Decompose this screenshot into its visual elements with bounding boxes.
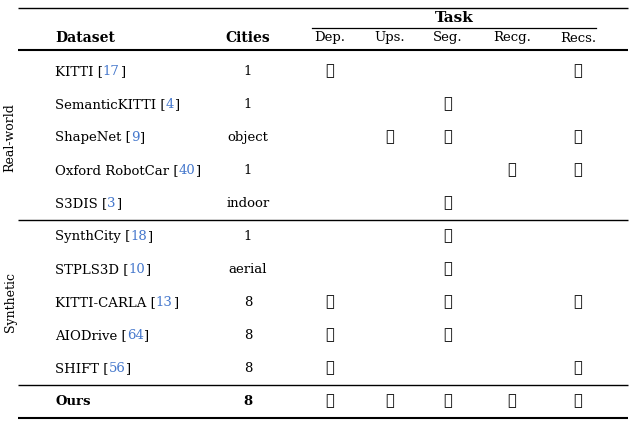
Text: S3DIS [: S3DIS [ xyxy=(55,197,107,210)
Text: 18: 18 xyxy=(131,230,147,243)
Text: ]: ] xyxy=(143,329,148,342)
Text: Ours: Ours xyxy=(55,395,90,408)
Text: 56: 56 xyxy=(108,362,125,375)
Text: ✓: ✓ xyxy=(444,296,452,309)
Text: ✓: ✓ xyxy=(573,395,582,408)
Text: 8: 8 xyxy=(244,362,252,375)
Text: ]: ] xyxy=(140,131,145,144)
Text: ]: ] xyxy=(147,230,152,243)
Text: Real-world: Real-world xyxy=(3,103,17,172)
Text: ]: ] xyxy=(120,65,125,78)
Text: SHIFT [: SHIFT [ xyxy=(55,362,108,375)
Text: Oxford RobotCar [: Oxford RobotCar [ xyxy=(55,164,179,177)
Text: Cities: Cities xyxy=(226,31,270,45)
Text: Seg.: Seg. xyxy=(433,31,463,45)
Text: ✓: ✓ xyxy=(573,163,582,178)
Text: ]: ] xyxy=(195,164,200,177)
Text: ✓: ✓ xyxy=(508,163,516,178)
Text: 8: 8 xyxy=(244,296,252,309)
Text: ✓: ✓ xyxy=(508,395,516,408)
Text: 1: 1 xyxy=(244,98,252,111)
Text: ✓: ✓ xyxy=(326,329,334,342)
Text: indoor: indoor xyxy=(227,197,269,210)
Text: ✓: ✓ xyxy=(444,263,452,277)
Text: SemanticKITTI [: SemanticKITTI [ xyxy=(55,98,166,111)
Text: ]: ] xyxy=(145,263,150,276)
Text: 1: 1 xyxy=(244,164,252,177)
Text: Synthetic: Synthetic xyxy=(3,272,17,332)
Text: ✓: ✓ xyxy=(386,395,394,408)
Text: 3: 3 xyxy=(107,197,116,210)
Text: ✓: ✓ xyxy=(573,130,582,145)
Text: ✓: ✓ xyxy=(326,64,334,79)
Text: 10: 10 xyxy=(129,263,145,276)
Text: SynthCity [: SynthCity [ xyxy=(55,230,131,243)
Text: ShapeNet [: ShapeNet [ xyxy=(55,131,131,144)
Text: KITTI [: KITTI [ xyxy=(55,65,103,78)
Text: ✓: ✓ xyxy=(386,130,394,145)
Text: ]: ] xyxy=(116,197,121,210)
Text: ✓: ✓ xyxy=(444,196,452,211)
Text: ✓: ✓ xyxy=(444,97,452,112)
Text: 64: 64 xyxy=(127,329,143,342)
Text: STPLS3D [: STPLS3D [ xyxy=(55,263,129,276)
Text: ✓: ✓ xyxy=(573,296,582,309)
Text: 40: 40 xyxy=(179,164,195,177)
Text: ]: ] xyxy=(174,98,179,111)
Text: AIODrive [: AIODrive [ xyxy=(55,329,127,342)
Text: 8: 8 xyxy=(244,329,252,342)
Text: 9: 9 xyxy=(131,131,140,144)
Text: ✓: ✓ xyxy=(326,395,334,408)
Text: ✓: ✓ xyxy=(444,395,452,408)
Text: ✓: ✓ xyxy=(444,230,452,244)
Text: 8: 8 xyxy=(243,395,253,408)
Text: ]: ] xyxy=(173,296,178,309)
Text: 13: 13 xyxy=(156,296,173,309)
Text: Task: Task xyxy=(435,11,474,25)
Text: ]: ] xyxy=(125,362,131,375)
Text: 1: 1 xyxy=(244,230,252,243)
Text: ✓: ✓ xyxy=(326,296,334,309)
Text: ✓: ✓ xyxy=(573,362,582,375)
Text: ✓: ✓ xyxy=(573,64,582,79)
Text: Recs.: Recs. xyxy=(560,31,596,45)
Text: object: object xyxy=(228,131,268,144)
Text: Recg.: Recg. xyxy=(493,31,531,45)
Text: Dep.: Dep. xyxy=(314,31,346,45)
Text: 17: 17 xyxy=(103,65,120,78)
Text: 4: 4 xyxy=(166,98,174,111)
Text: 1: 1 xyxy=(244,65,252,78)
Text: Dataset: Dataset xyxy=(55,31,115,45)
Text: ✓: ✓ xyxy=(326,362,334,375)
Text: ✓: ✓ xyxy=(444,130,452,145)
Text: Ups.: Ups. xyxy=(374,31,405,45)
Text: aerial: aerial xyxy=(228,263,268,276)
Text: ✓: ✓ xyxy=(444,329,452,342)
Text: KITTI-CARLA [: KITTI-CARLA [ xyxy=(55,296,156,309)
